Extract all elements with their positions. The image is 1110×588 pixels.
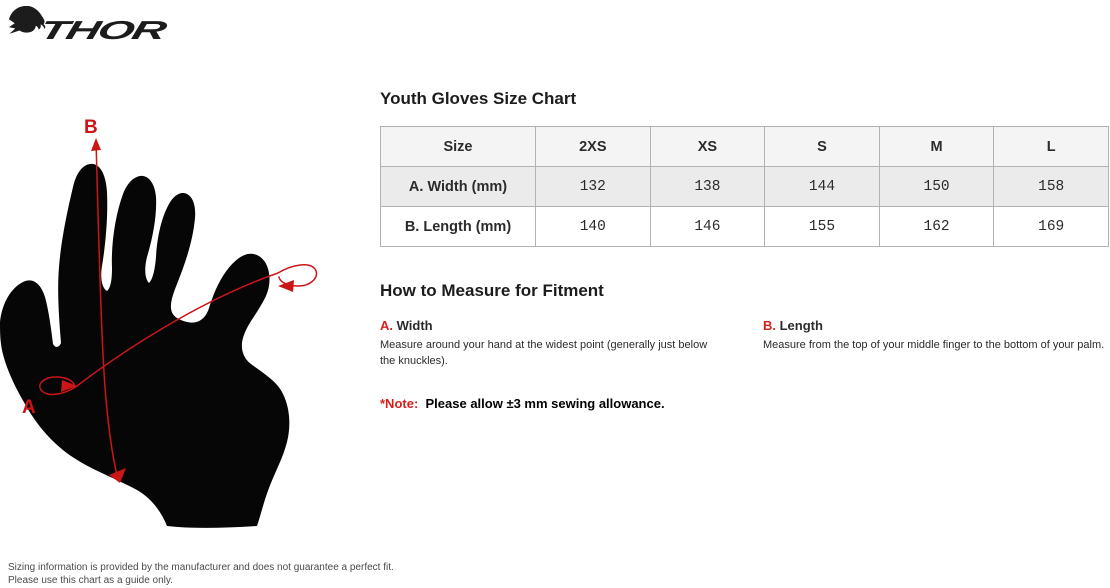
svg-text:A: A	[22, 397, 36, 418]
svg-text:THOR: THOR	[44, 16, 170, 45]
svg-text:B: B	[84, 117, 98, 138]
